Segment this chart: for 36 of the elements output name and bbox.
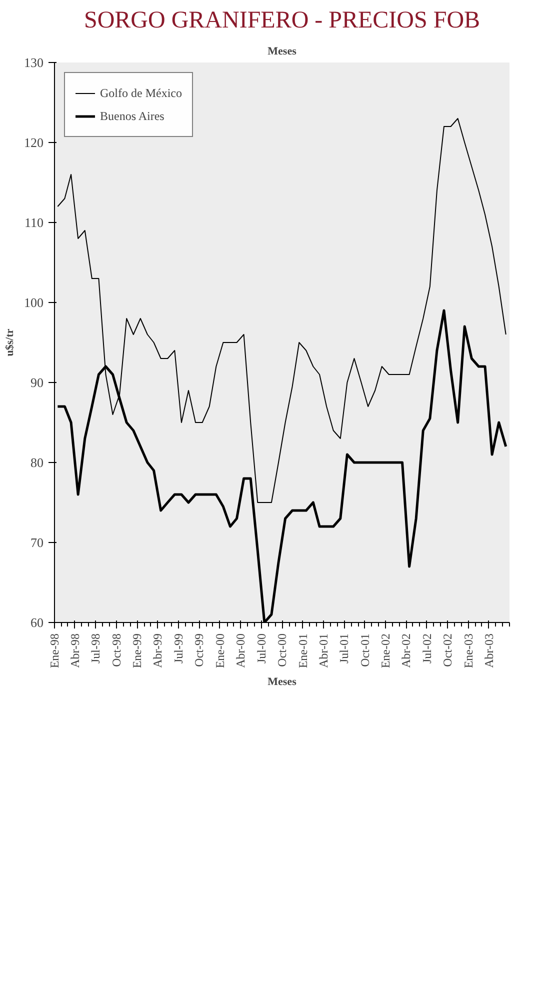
x-tick-label: Abr-00 [234, 633, 248, 668]
legend-label: Buenos Aires [100, 108, 164, 124]
x-tick-label: Abr-02 [399, 633, 414, 668]
x-tick-label: Abr-03 [482, 633, 496, 668]
x-axis-title: Meses [268, 46, 298, 58]
y-tick-label: 80 [30, 455, 44, 470]
x-tick-label: Ene-99 [130, 633, 144, 668]
y-tick-label: 110 [24, 215, 44, 230]
x-tick-label: Oct-99 [192, 633, 206, 667]
y-tick-label: 60 [30, 615, 44, 630]
x-tick-label: Ene-03 [461, 633, 476, 668]
y-axis-title: u$s/tr [4, 328, 16, 356]
x-tick-label: Ene-01 [296, 633, 310, 668]
x-tick-label: Jul-01 [337, 634, 352, 664]
x-tick-label: Oct-01 [358, 633, 372, 667]
legend-label: Golfo de México [100, 86, 182, 100]
x-tick-label: Jul-98 [88, 634, 103, 664]
x-tick-label: Oct-02 [440, 633, 455, 667]
x-tick-label: Oct-98 [109, 633, 124, 667]
x-tick-label: Ene-00 [212, 633, 227, 668]
text: Meses [268, 676, 296, 688]
x-tick-label: Oct-00 [275, 633, 290, 667]
x-tick-label: Jul-00 [254, 634, 268, 664]
x-tick-label: Abr-98 [68, 633, 82, 668]
y-tick-label: 70 [30, 535, 44, 550]
x-tick-label: Abr-01 [316, 633, 330, 668]
y-tick-label: 120 [24, 135, 44, 150]
x-tick-label: Ene-98 [48, 633, 62, 668]
y-tick-label: 90 [30, 375, 44, 390]
y-tick-label: 100 [24, 295, 44, 310]
y-tick-label: 130 [24, 55, 44, 70]
x-tick-label: Jul-99 [171, 634, 186, 664]
x-tick-label: Ene-02 [378, 633, 393, 668]
chart-title: SORGO GRANIFERO - PRECIOS FOB [84, 8, 480, 34]
x-tick-label: Abr-99 [150, 633, 165, 668]
x-tick-label: Jul-02 [420, 634, 434, 664]
